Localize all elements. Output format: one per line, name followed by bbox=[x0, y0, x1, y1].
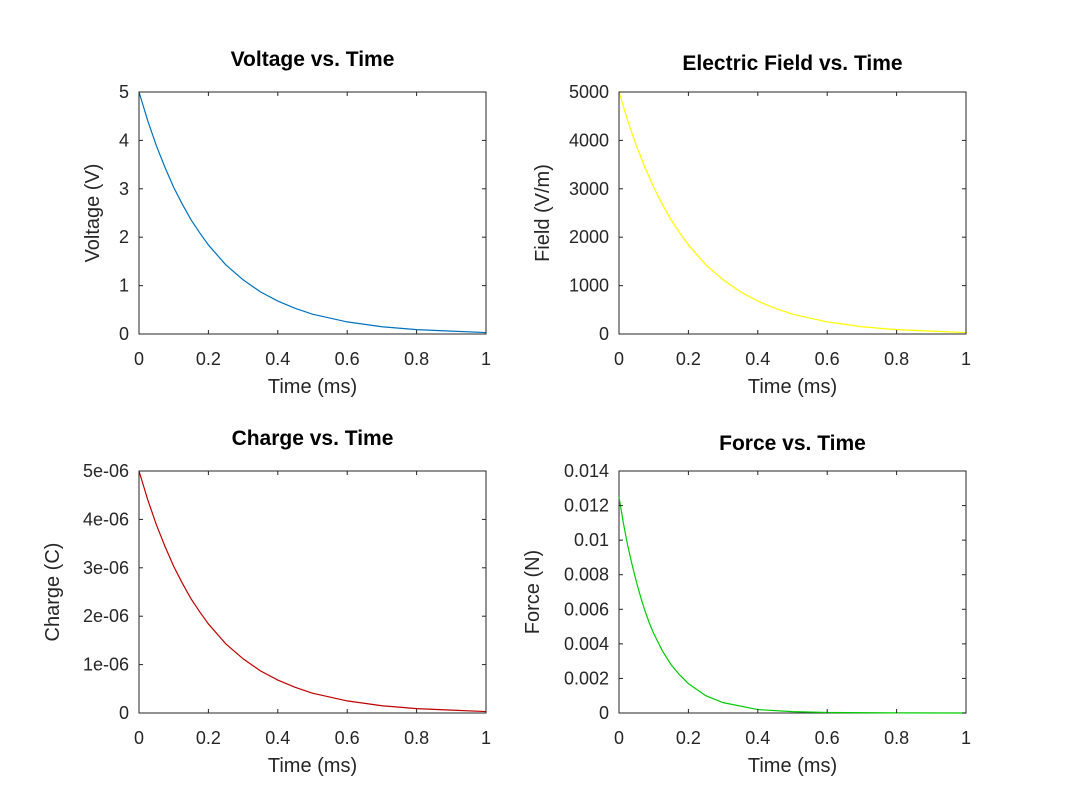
x-tick-label: 0 bbox=[134, 728, 144, 748]
x-tick-label: 0.4 bbox=[745, 349, 770, 369]
x-tick-label: 1 bbox=[961, 728, 971, 748]
x-tick-label: 0.2 bbox=[196, 349, 221, 369]
y-tick-label: 3e-06 bbox=[83, 558, 129, 578]
y-tick-label: 5000 bbox=[569, 82, 609, 102]
axes-box bbox=[138, 91, 487, 335]
x-tick-label: 0.2 bbox=[676, 728, 701, 748]
x-tick-label: 0.8 bbox=[404, 349, 429, 369]
y-axis-label: Voltage (V) bbox=[82, 164, 104, 263]
series-line-field bbox=[618, 91, 967, 334]
x-tick-label: 1 bbox=[961, 349, 971, 369]
x-tick-label: 0.4 bbox=[265, 728, 290, 748]
subplot-field: 0 0.2 0.4 0.6 0.8 1 0 1000 2000 3000 4000 5000 Elect… bbox=[532, 52, 971, 398]
y-tick-label: 0.014 bbox=[564, 461, 609, 481]
x-tick-label: 0 bbox=[134, 349, 144, 369]
x-axis-label: Time (ms) bbox=[748, 376, 837, 398]
x-tick-label: 1 bbox=[481, 349, 491, 369]
x-tick-label: 0.6 bbox=[335, 728, 360, 748]
y-axis-label: Force (N) bbox=[522, 550, 544, 634]
y-tick-label: 0.004 bbox=[564, 634, 609, 654]
y-tick-label: 5 bbox=[119, 82, 129, 102]
y-tick-label: 0.008 bbox=[564, 565, 609, 585]
y-tick-label: 1e-06 bbox=[83, 655, 129, 675]
y-tick-label: 0 bbox=[119, 703, 129, 723]
subplot-force: 0 0.2 0.4 0.6 0.8 1 0 0.002 0.004 0.006 0.008 0.01 0… bbox=[522, 432, 971, 777]
y-tick-label: 2 bbox=[119, 227, 129, 247]
series-line-force bbox=[618, 496, 967, 714]
y-tick-label: 2e-06 bbox=[83, 606, 129, 626]
series-line-voltage bbox=[138, 91, 487, 334]
chart-title: Voltage vs. Time bbox=[231, 48, 395, 71]
x-tick-label: 0 bbox=[614, 349, 624, 369]
y-tick-label: 1000 bbox=[569, 276, 609, 296]
x-tick-label: 0.8 bbox=[404, 728, 429, 748]
x-tick-label: 0.6 bbox=[815, 349, 840, 369]
y-tick-label: 3 bbox=[119, 179, 129, 199]
x-tick-label: 0.8 bbox=[884, 728, 909, 748]
y-tick-label: 0.012 bbox=[564, 496, 609, 516]
axes-box bbox=[618, 91, 967, 335]
series-line-charge bbox=[138, 470, 487, 713]
y-tick-label: 1 bbox=[119, 276, 129, 296]
chart-title: Force vs. Time bbox=[719, 432, 866, 455]
y-tick-label: 4 bbox=[119, 130, 129, 150]
x-tick-label: 0.8 bbox=[884, 349, 909, 369]
y-tick-label: 0 bbox=[599, 703, 609, 723]
axes-box bbox=[138, 470, 487, 714]
x-tick-label: 1 bbox=[481, 728, 491, 748]
x-tick-label: 0.4 bbox=[745, 728, 770, 748]
y-tick-label: 4000 bbox=[569, 130, 609, 150]
y-tick-label: 4e-06 bbox=[83, 509, 129, 529]
y-tick-label: 0.006 bbox=[564, 599, 609, 619]
y-tick-label: 0.002 bbox=[564, 668, 609, 688]
subplot-voltage: 0 0.2 0.4 0.6 0.8 1 0 1 2 3 4 5 Voltage vs. Time Time… bbox=[82, 48, 491, 398]
x-tick-label: 0.2 bbox=[676, 349, 701, 369]
x-axis-label: Time (ms) bbox=[268, 755, 357, 777]
y-tick-label: 0 bbox=[599, 324, 609, 344]
x-tick-label: 0.2 bbox=[196, 728, 221, 748]
subplot-charge: 0 0.2 0.4 0.6 0.8 1 0 1e-06 2e-06 3e-06 4e-06 5e-06… bbox=[42, 427, 491, 777]
x-axis-label: Time (ms) bbox=[748, 755, 837, 777]
y-tick-label: 2000 bbox=[569, 227, 609, 247]
x-tick-label: 0.6 bbox=[815, 728, 840, 748]
y-tick-label: 3000 bbox=[569, 179, 609, 199]
y-axis-label: Field (V/m) bbox=[532, 164, 554, 262]
y-tick-label: 0 bbox=[119, 324, 129, 344]
x-tick-label: 0.6 bbox=[335, 349, 360, 369]
y-tick-label: 5e-06 bbox=[83, 461, 129, 481]
chart-title: Electric Field vs. Time bbox=[682, 52, 902, 75]
chart-title: Charge vs. Time bbox=[232, 427, 394, 450]
y-tick-label: 0.01 bbox=[574, 530, 609, 550]
y-axis-label: Charge (C) bbox=[42, 543, 64, 642]
x-tick-label: 0 bbox=[614, 728, 624, 748]
x-axis-label: Time (ms) bbox=[268, 376, 357, 398]
x-tick-label: 0.4 bbox=[265, 349, 290, 369]
axes-box bbox=[618, 470, 967, 714]
